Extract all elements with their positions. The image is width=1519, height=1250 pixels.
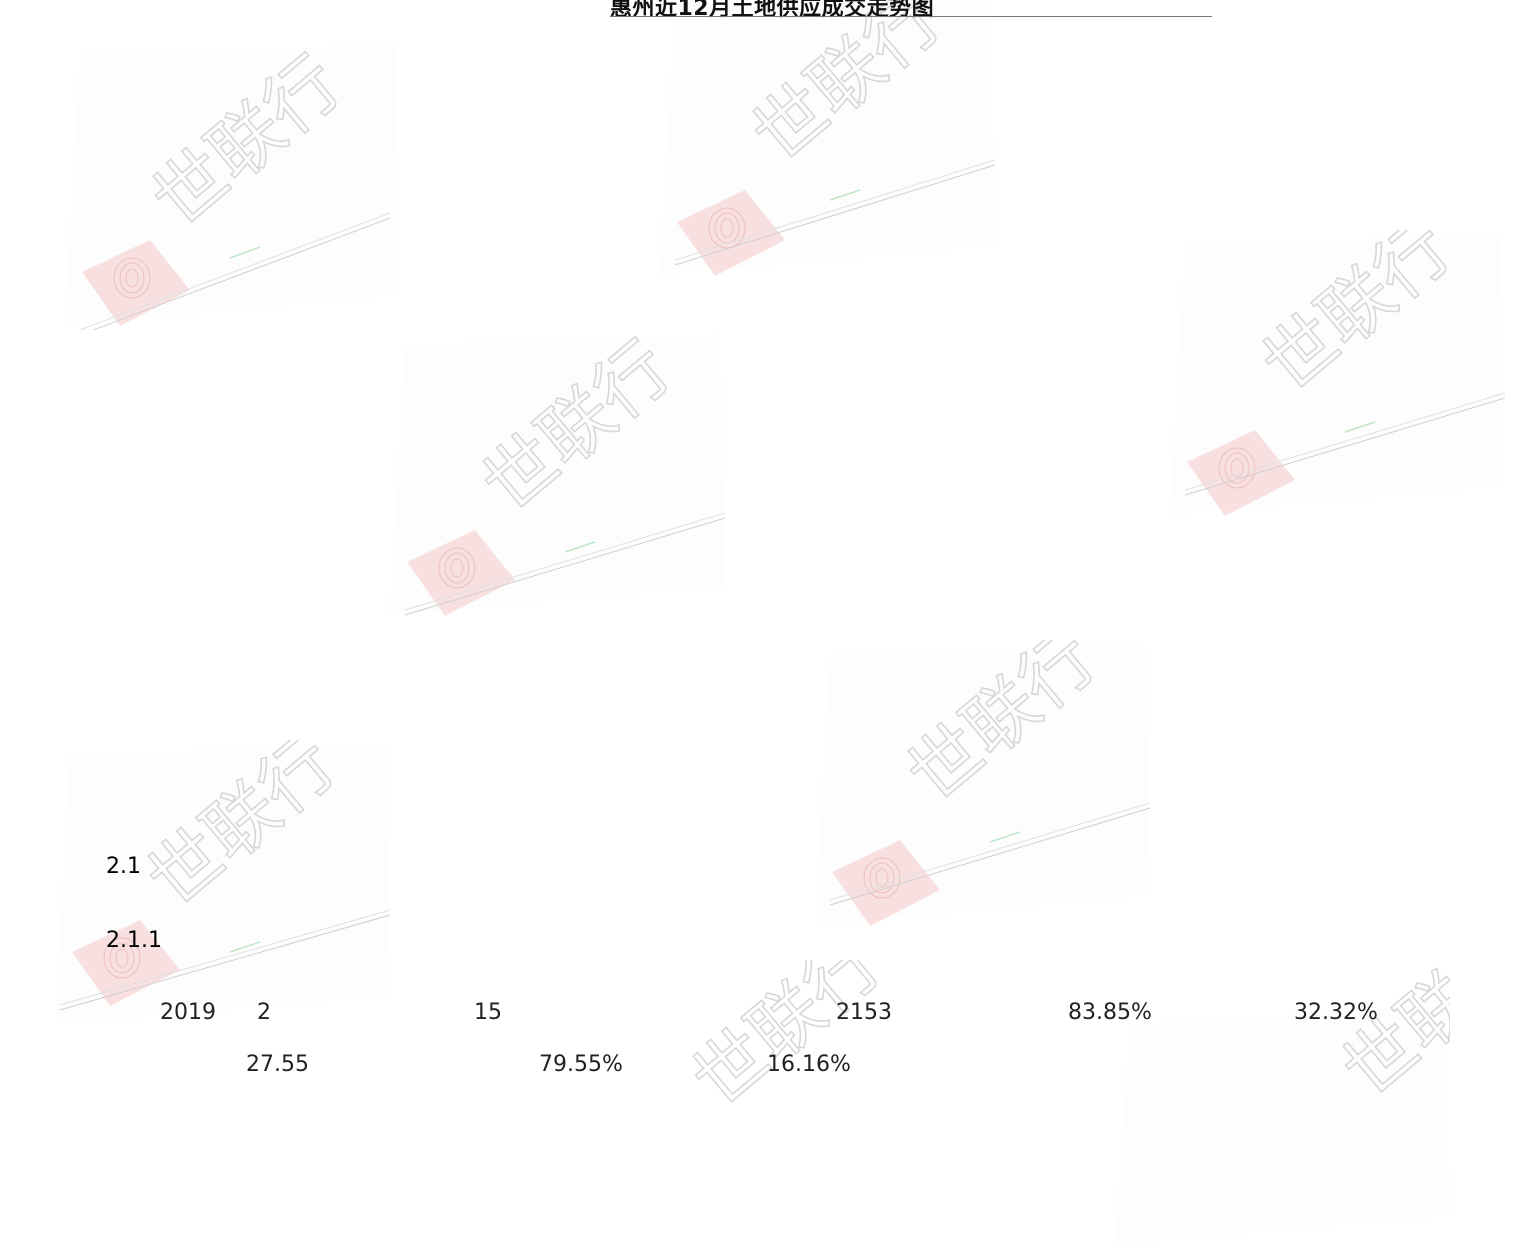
watermark-logo: 世联行 (385, 330, 725, 620)
svg-text:世联行: 世联行 (677, 960, 896, 1123)
figure-year: 2019 (160, 1000, 216, 1025)
figure-percent-b: 32.32% (1294, 1000, 1378, 1025)
figure-percent-d: 16.16% (767, 1052, 851, 1077)
svg-text:世联行: 世联行 (132, 740, 351, 923)
figure-month: 2 (257, 1000, 271, 1025)
watermark-logo: 世联行 (1110, 960, 1450, 1250)
section-heading: 2.1 (106, 854, 141, 879)
subsection-heading: 2.1.1 (106, 928, 162, 953)
watermark-logo: 世联行 (655, 0, 995, 280)
document-page: 世联行 世联行 (50, 0, 1505, 1124)
watermark-logo: 世联行 (1165, 230, 1505, 520)
svg-text:世联行: 世联行 (892, 640, 1111, 818)
figure-percent-c: 79.55% (539, 1052, 623, 1077)
watermark-logo: 世联行 (810, 640, 1150, 930)
svg-text:世联行: 世联行 (737, 0, 956, 178)
watermark-logo: 世联行 (650, 960, 990, 1250)
svg-text:世联行: 世联行 (1247, 230, 1466, 408)
watermark-logo: 世联行 (50, 740, 390, 1030)
svg-text:世联行: 世联行 (467, 330, 686, 528)
title-underline (610, 16, 1212, 17)
figure-value: 27.55 (246, 1052, 309, 1077)
watermark-text: 世联行 (137, 40, 356, 243)
figure-area: 2153 (836, 1000, 892, 1025)
chart-title: 惠州近12月土地供应成交走势图 (610, 0, 935, 21)
figure-percent-a: 83.85% (1068, 1000, 1152, 1025)
figure-count: 15 (474, 1000, 502, 1025)
svg-text:世联行: 世联行 (1327, 960, 1450, 1113)
watermark-logo: 世联行 (60, 40, 400, 330)
